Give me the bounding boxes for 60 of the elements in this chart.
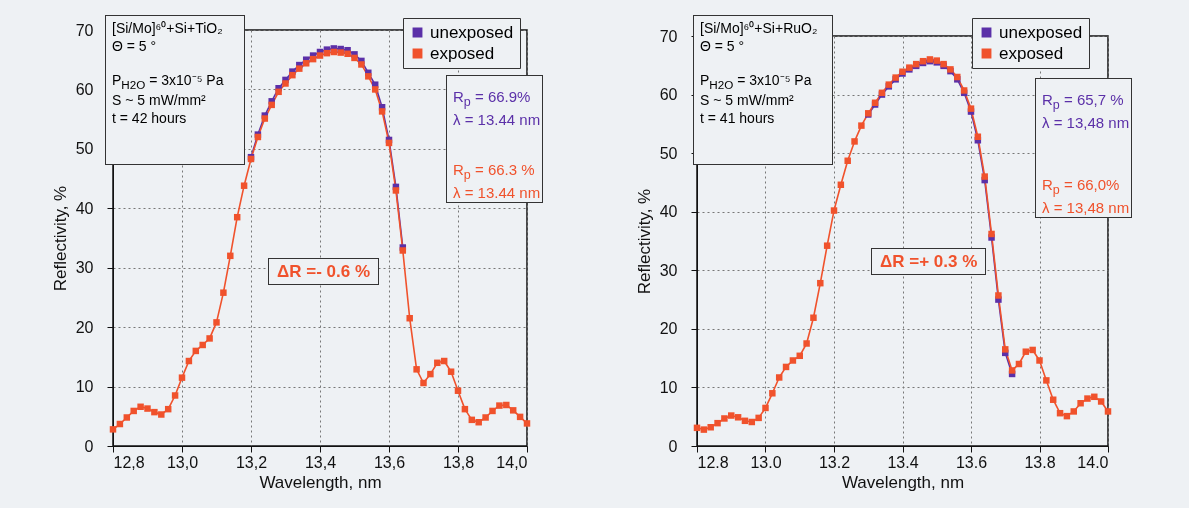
x-tick-label: 13.2	[818, 453, 851, 471]
legend-label: unexposed	[999, 22, 1083, 42]
annotation: t = 41 hours	[700, 109, 776, 128]
y-tick-label: 50	[659, 144, 678, 162]
y-tick-label: 30	[75, 259, 94, 277]
annotation: Θ = 5 °	[112, 37, 158, 55]
y-tick-label: 50	[75, 140, 94, 158]
x-axis-title: Wavelength, nm	[259, 472, 382, 492]
text: [Si/Mo]⁶⁰+Si+RuO₂	[700, 20, 818, 36]
y-axis-title: Reflectivity, %	[634, 188, 654, 295]
x-tick-label: 13,8	[442, 453, 475, 471]
annotation: P$_{H2O}$ = 3x10⁻⁵ Pa	[112, 72, 225, 93]
x-tick-label: 13.8	[1024, 453, 1056, 471]
y-tick-label: 40	[75, 199, 94, 217]
annotation: P$_{H2O}$ = 3x10⁻⁵ Pa	[700, 72, 813, 93]
text-box: ΔR =- 0.6 %	[268, 258, 379, 286]
x-tick-label: 13.6	[955, 453, 988, 471]
annotation: S ~ 5 mW/mm²	[112, 92, 207, 110]
legend-label: unexposed	[430, 22, 514, 42]
y-tick-label: 40	[659, 203, 678, 221]
annotation: λ = 13,48 nm	[1042, 199, 1130, 218]
annotation: ΔR =+ 0.3 %	[880, 251, 978, 273]
y-tick-label: 10	[659, 378, 678, 396]
annotation: S ~ 5 mW/mm²	[700, 92, 795, 110]
y-tick-label: 20	[75, 318, 94, 336]
x-tick-label: 13.0	[750, 453, 782, 471]
x-tick-label: 13,0	[166, 453, 199, 471]
x-tick-label: 13.4	[887, 453, 919, 471]
y-tick-label: 0	[668, 437, 678, 455]
annotation: R$_{p}$ = 66.9%	[453, 88, 532, 111]
annotation: Θ = 5 °	[700, 37, 746, 55]
y-tick-label: 60	[659, 86, 678, 104]
y-tick-label: 10	[75, 378, 94, 396]
x-tick-label: 13,4	[304, 453, 337, 471]
text-box: ΔR =+ 0.3 %	[871, 248, 987, 276]
annotation: ΔR =- 0.6 %	[277, 261, 371, 283]
annotation: R$_{p}$ = 66,0%	[1042, 176, 1121, 199]
annotation: λ = 13,48 nm	[1042, 113, 1130, 133]
y-tick-label: 70	[659, 27, 678, 45]
x-axis-title: Wavelength, nm	[841, 472, 965, 492]
y-tick-label: 70	[75, 21, 94, 39]
annotation: [Si/Mo]⁶⁰+Si+TiO₂	[112, 20, 224, 38]
x-tick-label: 14,0	[496, 453, 528, 471]
y-tick-label: 60	[75, 80, 94, 98]
x-tick-label: 13,2	[235, 453, 268, 471]
y-tick-label: 0	[84, 437, 94, 455]
x-tick-label: 12.8	[697, 453, 729, 471]
annotation: λ = 13.44 nm	[453, 110, 541, 130]
y-tick-label: 30	[659, 261, 678, 279]
x-tick-label: 14.0	[1077, 453, 1109, 471]
y-tick-label: 20	[659, 320, 678, 338]
legend-label: exposed	[430, 43, 495, 63]
x-tick-label: 13,6	[373, 453, 406, 471]
annotation: t = 42 hours	[112, 109, 188, 128]
annotation: R$_{p}$ = 66.3 %	[453, 161, 536, 184]
annotation: λ = 13.44 nm	[453, 184, 541, 203]
annotation: R$_{p}$ = 65,7 %	[1042, 91, 1125, 114]
y-axis-title: Reflectivity, %	[50, 185, 70, 292]
x-tick-label: 12,8	[113, 453, 145, 471]
legend-label: exposed	[999, 43, 1064, 63]
